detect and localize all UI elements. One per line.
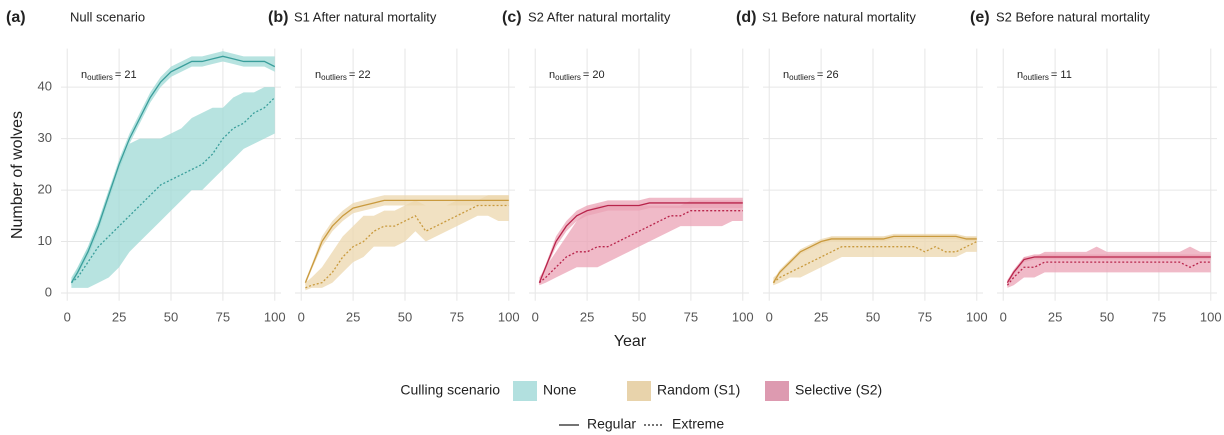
- panel-title: S1 Before natural mortality: [762, 9, 916, 24]
- line: [70, 55, 276, 284]
- y-tick-label: 10: [38, 233, 52, 248]
- annotation: noutliers = 26: [783, 69, 839, 82]
- legend-title: Culling scenario: [400, 382, 500, 398]
- ribbon: [539, 200, 743, 286]
- legend-label: Random (S1): [657, 382, 740, 398]
- y-tick-label: 20: [38, 182, 52, 197]
- y-tick-label: 40: [38, 79, 52, 94]
- x-tick-label: 25: [112, 309, 126, 324]
- ribbon: [71, 87, 275, 288]
- line: [772, 235, 977, 284]
- panel-label: (b): [268, 9, 288, 26]
- line: [538, 210, 743, 284]
- x-tick-label: 50: [398, 309, 412, 324]
- annotation-sub: outliers: [789, 73, 815, 82]
- y-tick-label: 30: [38, 130, 52, 145]
- x-tick-label: 75: [684, 309, 698, 324]
- annotation-base: n: [81, 69, 87, 81]
- annotation: noutliers = 11: [1017, 69, 1072, 82]
- y-tick-label: 0: [45, 284, 52, 299]
- annotation-sub: outliers: [87, 73, 113, 82]
- x-tick-label: 100: [1200, 309, 1222, 324]
- x-tick-label: 50: [866, 309, 880, 324]
- annotation-sub: outliers: [555, 73, 581, 82]
- ribbon: [305, 195, 509, 291]
- annotation-base: n: [1017, 69, 1023, 81]
- x-tick-label: 75: [918, 309, 932, 324]
- annotation-text: = 11: [1051, 69, 1072, 81]
- x-tick-label: 0: [766, 309, 773, 324]
- x-tick-label: 25: [814, 309, 828, 324]
- y-axis-title: Number of wolves: [9, 111, 26, 239]
- x-tick-label: 25: [1048, 309, 1062, 324]
- annotation-text: = 22: [349, 69, 371, 81]
- ribbon: [773, 236, 977, 286]
- x-tick-label: 0: [1000, 309, 1007, 324]
- line: [70, 97, 276, 284]
- line: [538, 202, 743, 283]
- x-axis-title: Year: [614, 333, 647, 350]
- panel-label: (e): [970, 9, 990, 26]
- legend-swatch: [627, 381, 651, 401]
- x-tick-label: 75: [216, 309, 230, 324]
- annotation-sub: outliers: [321, 73, 347, 82]
- panel-title: S1 After natural mortality: [294, 9, 437, 24]
- legend-label: None: [543, 382, 577, 398]
- line: [305, 204, 509, 289]
- annotation-text: = 26: [817, 69, 839, 81]
- x-tick-label: 100: [498, 309, 520, 324]
- annotation-base: n: [315, 69, 321, 81]
- legend-label: Selective (S2): [795, 382, 882, 398]
- x-tick-label: 0: [532, 309, 539, 324]
- legend-label: Extreme: [672, 416, 724, 432]
- x-tick-label: 100: [732, 309, 754, 324]
- annotation-base: n: [783, 69, 789, 81]
- x-tick-label: 50: [1100, 309, 1114, 324]
- x-tick-label: 75: [1152, 309, 1166, 324]
- panel-label: (d): [736, 9, 756, 26]
- legend-swatch: [513, 381, 537, 401]
- x-tick-label: 100: [264, 309, 286, 324]
- line: [304, 199, 509, 283]
- x-tick-label: 100: [966, 309, 988, 324]
- line: [772, 240, 978, 284]
- panel-title: S2 Before natural mortality: [996, 9, 1150, 24]
- panel-title: S2 After natural mortality: [528, 9, 671, 24]
- annotation: noutliers = 21: [81, 69, 137, 82]
- annotation-base: n: [549, 69, 555, 81]
- annotation: noutliers = 20: [549, 69, 605, 82]
- x-tick-label: 50: [632, 309, 646, 324]
- annotation-text: = 20: [583, 69, 605, 81]
- x-tick-label: 25: [580, 309, 594, 324]
- x-tick-label: 75: [450, 309, 464, 324]
- panel-title: Null scenario: [70, 9, 145, 24]
- panel-label: (a): [6, 9, 26, 26]
- line: [1006, 261, 1211, 286]
- annotation-text: = 21: [115, 69, 137, 81]
- annotation: noutliers = 22: [315, 69, 371, 82]
- x-tick-label: 25: [346, 309, 360, 324]
- x-tick-label: 50: [164, 309, 178, 324]
- legend-swatch: [765, 381, 789, 401]
- ribbon: [1007, 246, 1211, 288]
- annotation-sub: outliers: [1023, 73, 1049, 82]
- line: [1006, 256, 1211, 284]
- legend-label: Regular: [587, 416, 636, 432]
- panel-label: (c): [502, 9, 522, 26]
- x-tick-label: 0: [64, 309, 71, 324]
- x-tick-label: 0: [298, 309, 305, 324]
